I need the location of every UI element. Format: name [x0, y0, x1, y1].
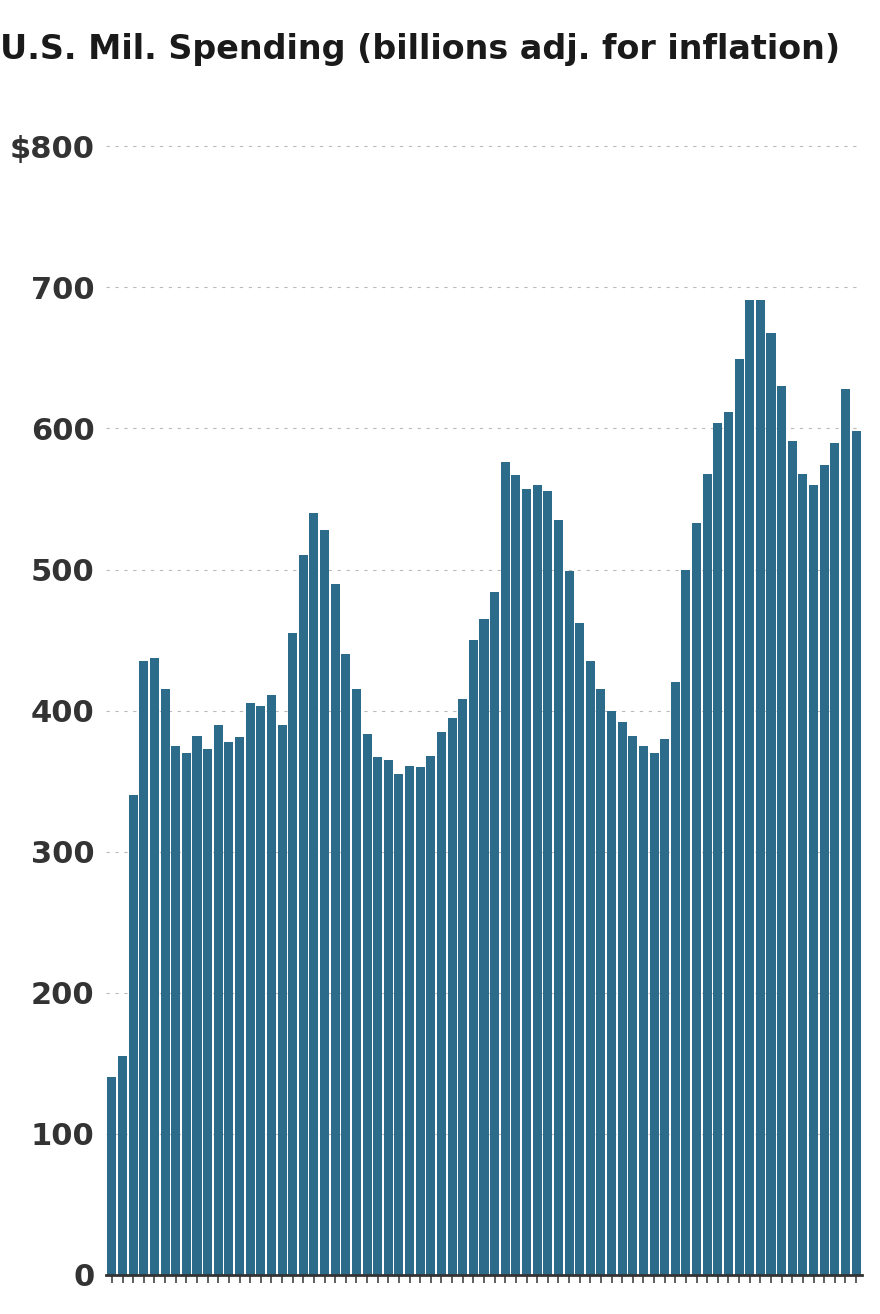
Bar	[576, 623, 584, 1275]
Bar	[415, 767, 425, 1275]
Bar	[193, 736, 202, 1275]
Bar	[373, 757, 382, 1275]
Bar	[128, 795, 138, 1275]
Bar	[437, 732, 446, 1275]
Bar	[618, 721, 627, 1275]
Bar	[788, 442, 796, 1275]
Bar	[299, 556, 308, 1275]
Bar	[352, 690, 361, 1275]
Bar	[554, 520, 563, 1275]
Bar	[830, 443, 840, 1275]
Bar	[628, 736, 637, 1275]
Bar	[852, 431, 861, 1275]
Bar	[543, 490, 553, 1275]
Text: U.S. Mil. Spending (billions adj. for inflation): U.S. Mil. Spending (billions adj. for in…	[0, 33, 840, 66]
Bar	[246, 703, 254, 1275]
Bar	[724, 411, 733, 1275]
Bar	[288, 633, 297, 1275]
Bar	[214, 724, 223, 1275]
Bar	[224, 741, 233, 1275]
Bar	[819, 465, 829, 1275]
Bar	[277, 724, 287, 1275]
Bar	[671, 682, 680, 1275]
Bar	[756, 300, 765, 1275]
Bar	[203, 749, 212, 1275]
Bar	[394, 774, 404, 1275]
Bar	[256, 707, 265, 1275]
Bar	[310, 512, 319, 1275]
Bar	[532, 485, 542, 1275]
Bar	[150, 658, 159, 1275]
Bar	[586, 661, 595, 1275]
Bar	[235, 737, 244, 1275]
Bar	[490, 593, 499, 1275]
Bar	[480, 619, 488, 1275]
Bar	[841, 389, 850, 1275]
Bar	[809, 485, 818, 1275]
Bar	[777, 386, 786, 1275]
Bar	[564, 570, 574, 1275]
Bar	[118, 1056, 127, 1275]
Bar	[139, 661, 149, 1275]
Bar	[320, 530, 329, 1275]
Bar	[522, 489, 531, 1275]
Bar	[714, 423, 722, 1275]
Bar	[426, 756, 436, 1275]
Bar	[660, 738, 669, 1275]
Bar	[448, 717, 457, 1275]
Bar	[798, 473, 807, 1275]
Bar	[341, 654, 350, 1275]
Bar	[161, 690, 170, 1275]
Bar	[384, 759, 392, 1275]
Bar	[607, 711, 616, 1275]
Bar	[766, 332, 775, 1275]
Bar	[363, 735, 371, 1275]
Bar	[331, 583, 340, 1275]
Bar	[735, 360, 744, 1275]
Bar	[703, 473, 712, 1275]
Bar	[639, 746, 648, 1275]
Bar	[597, 690, 605, 1275]
Bar	[107, 1077, 116, 1275]
Bar	[182, 753, 191, 1275]
Bar	[469, 640, 478, 1275]
Bar	[172, 746, 180, 1275]
Bar	[692, 523, 701, 1275]
Bar	[649, 753, 658, 1275]
Bar	[681, 569, 691, 1275]
Bar	[267, 695, 276, 1275]
Bar	[458, 699, 467, 1275]
Bar	[405, 766, 414, 1275]
Bar	[511, 476, 520, 1275]
Bar	[745, 300, 754, 1275]
Bar	[501, 463, 510, 1275]
